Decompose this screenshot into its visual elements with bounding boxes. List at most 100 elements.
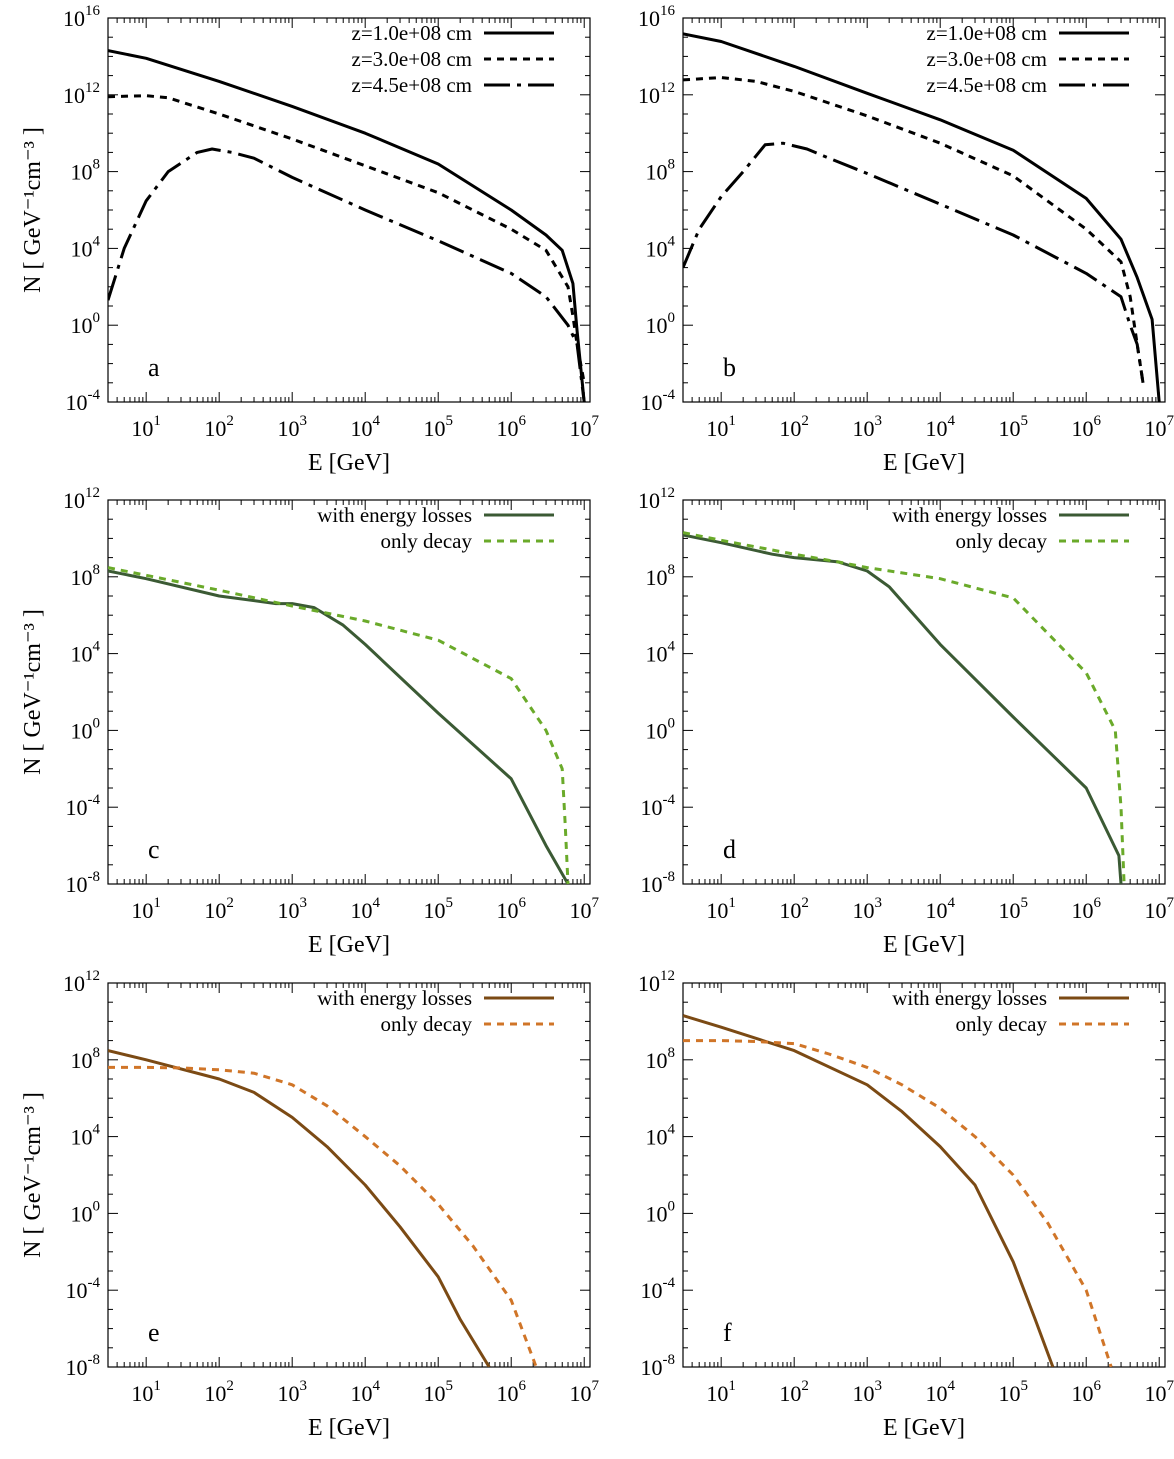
panel-letter: b: [723, 353, 736, 382]
x-tick-label: 103: [852, 1378, 882, 1406]
plot-frame: [107, 982, 591, 1368]
y-tick-label: 100: [646, 1198, 676, 1226]
x-tick-label: 107: [1144, 1378, 1174, 1406]
x-tick-label: 103: [852, 413, 882, 441]
series-line: [683, 533, 1123, 884]
y-tick-label: 1016: [638, 3, 676, 31]
legend-label: z=3.0e+08 cm: [927, 47, 1047, 71]
x-tick-label: 103: [277, 1378, 307, 1406]
x-tick-label: 105: [998, 1378, 1027, 1406]
x-tick-label: 103: [852, 895, 882, 923]
legend-label: z=4.5e+08 cm: [927, 73, 1047, 97]
y-tick-label: 100: [71, 310, 101, 338]
x-tick-label: 107: [569, 895, 599, 923]
legend-label: z=1.0e+08 cm: [927, 21, 1047, 45]
y-tick-label: 100: [71, 715, 101, 743]
x-tick-label: 104: [350, 895, 380, 923]
legend-label: z=1.0e+08 cm: [352, 21, 472, 45]
y-tick-label: 104: [71, 639, 101, 667]
x-tick-label: 101: [131, 895, 161, 923]
x-tick-label: 101: [131, 413, 161, 441]
y-tick-label: 10-4: [641, 792, 676, 820]
x-tick-label: 106: [1071, 1378, 1101, 1406]
x-tick-label: 105: [998, 895, 1027, 923]
x-tick-label: 105: [423, 895, 453, 923]
x-tick-label: 104: [925, 413, 955, 441]
y-tick-label: 108: [71, 1045, 101, 1073]
series-line: [108, 147, 586, 402]
plot-frame: [682, 982, 1166, 1368]
x-axis-title: E [GeV]: [308, 1415, 390, 1441]
y-axis-title: N [ GeV⁻¹cm⁻³ ]: [20, 127, 46, 293]
y-tick-label: 104: [71, 1122, 101, 1150]
plot-frame: [682, 499, 1166, 885]
x-axis-title: E [GeV]: [883, 1415, 965, 1441]
x-tick-label: 102: [204, 1378, 234, 1406]
chart-panel-a: 101 102 103 104 105 106 107 10-4 100 104 108 1012 10…: [20, 3, 599, 476]
x-tick-label: 107: [569, 413, 599, 441]
series-line: [683, 1039, 1113, 1367]
x-tick-label: 101: [706, 413, 736, 441]
legend-label: only decay: [955, 1012, 1047, 1036]
x-tick-label: 104: [925, 1378, 955, 1406]
x-tick-label: 104: [925, 895, 955, 923]
x-tick-label: 106: [1071, 895, 1101, 923]
series-line: [108, 1049, 491, 1367]
x-tick-label: 106: [496, 895, 526, 923]
x-axis-title: E [GeV]: [308, 932, 390, 958]
panel-letter: a: [148, 353, 160, 382]
series-line: [108, 49, 586, 402]
plot-frame: [107, 499, 591, 885]
chart-panel-c: 101 102 103 104 105 106 107 10-8 10-4 100 104 108 10…: [20, 485, 599, 958]
plot-frame: [682, 17, 1166, 403]
panel-letter: c: [148, 835, 160, 864]
x-axis-title: E [GeV]: [883, 932, 965, 958]
y-tick-label: 108: [71, 157, 101, 185]
x-tick-label: 104: [350, 1378, 380, 1406]
x-tick-label: 101: [706, 1378, 736, 1406]
y-tick-label: 108: [646, 562, 676, 590]
x-tick-label: 107: [1144, 413, 1174, 441]
x-tick-label: 103: [277, 413, 307, 441]
chart-panel-d: 101 102 103 104 105 106 107 10-8 10-4 100 104 108 10…: [638, 485, 1174, 958]
legend-label: only decay: [380, 1012, 472, 1036]
y-axis-title: N [ GeV⁻¹cm⁻³ ]: [20, 1092, 46, 1258]
y-tick-label: 100: [646, 715, 676, 743]
y-tick-label: 100: [646, 310, 676, 338]
chart-panel-b: 101 102 103 104 105 106 107 10-4 100 104 108 1012 10…: [638, 3, 1174, 476]
chart-panel-f: 101 102 103 104 105 106 107 10-8 10-4 100 104 108 10…: [638, 968, 1174, 1441]
x-tick-label: 101: [131, 1378, 161, 1406]
y-tick-label: 1012: [638, 968, 675, 996]
x-tick-label: 105: [423, 1378, 453, 1406]
x-tick-label: 102: [779, 1378, 809, 1406]
y-tick-label: 104: [646, 1122, 676, 1150]
panel-letter: e: [148, 1318, 160, 1347]
series-line: [683, 76, 1145, 384]
x-tick-label: 104: [350, 413, 380, 441]
x-tick-label: 106: [496, 413, 526, 441]
legend-label: z=4.5e+08 cm: [352, 73, 472, 97]
y-tick-label: 1016: [63, 3, 101, 31]
x-tick-label: 106: [1071, 413, 1101, 441]
y-tick-label: 10-8: [66, 1352, 101, 1380]
series-line: [108, 569, 570, 884]
y-tick-label: 1012: [63, 485, 100, 513]
y-tick-label: 108: [646, 157, 676, 185]
legend-label: with energy losses: [892, 986, 1047, 1010]
y-tick-label: 1012: [638, 485, 675, 513]
series-line: [683, 32, 1161, 402]
x-tick-label: 102: [204, 895, 234, 923]
x-tick-label: 105: [423, 413, 453, 441]
x-axis-title: E [GeV]: [308, 450, 390, 476]
panel-letter: d: [723, 835, 736, 864]
x-tick-label: 102: [204, 413, 234, 441]
y-tick-label: 108: [71, 562, 101, 590]
y-tick-label: 10-4: [641, 387, 676, 415]
x-tick-label: 102: [779, 895, 809, 923]
legend-label: with energy losses: [317, 986, 472, 1010]
x-tick-label: 101: [706, 895, 736, 923]
y-tick-label: 100: [71, 1198, 101, 1226]
x-tick-label: 107: [569, 1378, 599, 1406]
y-tick-label: 10-8: [641, 1352, 676, 1380]
